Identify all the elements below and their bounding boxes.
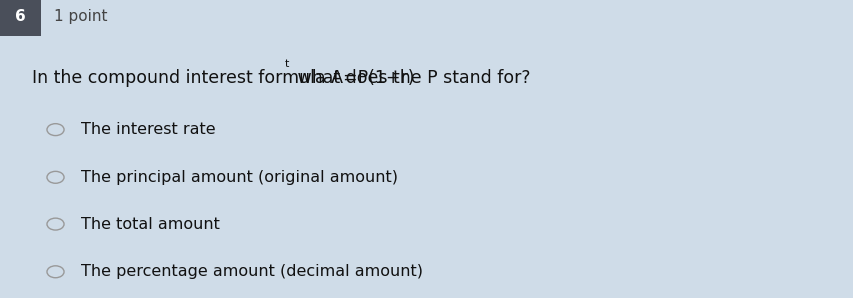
FancyBboxPatch shape — [0, 0, 41, 36]
Text: 6: 6 — [15, 9, 26, 24]
Text: what does the P stand for?: what does the P stand for? — [292, 69, 530, 87]
Text: t: t — [285, 59, 289, 69]
Text: The interest rate: The interest rate — [81, 122, 216, 137]
Text: The total amount: The total amount — [81, 217, 220, 232]
Text: In the compound interest formula A=P(1+r): In the compound interest formula A=P(1+r… — [32, 69, 415, 87]
Text: 1 point: 1 point — [54, 9, 107, 24]
Text: The percentage amount (decimal amount): The percentage amount (decimal amount) — [81, 264, 422, 279]
Text: The principal amount (original amount): The principal amount (original amount) — [81, 170, 397, 185]
